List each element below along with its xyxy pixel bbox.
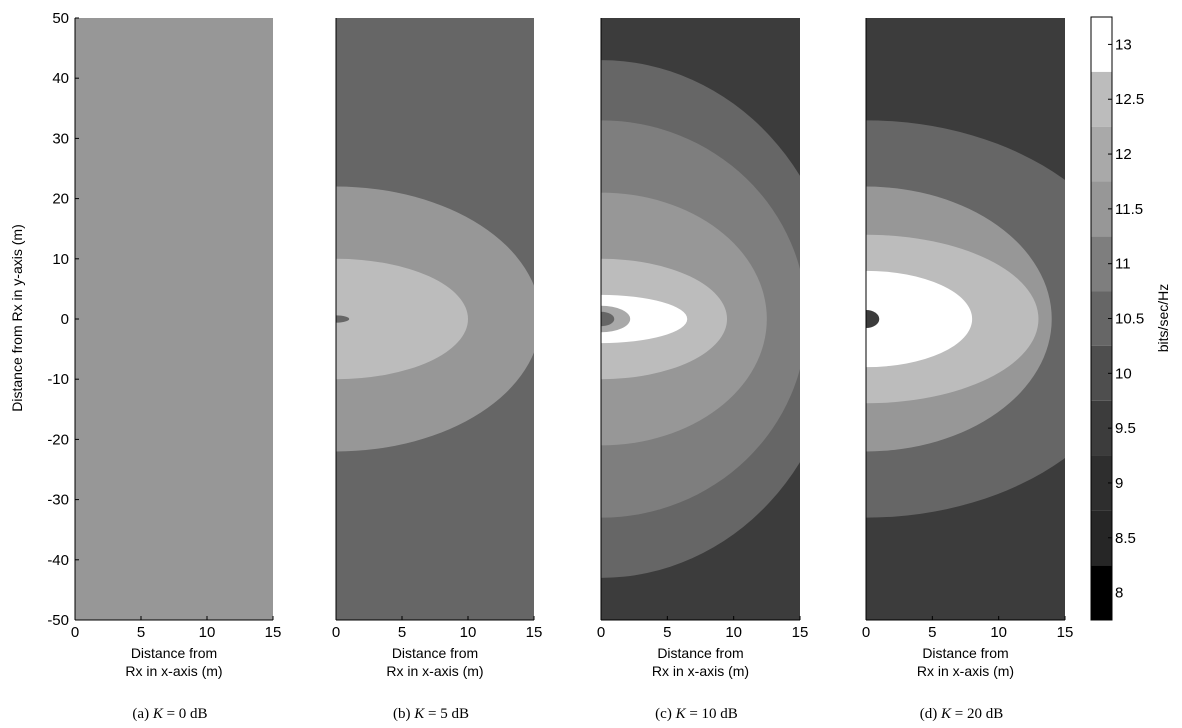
colorbar-tick-label: 11.5 (1115, 201, 1143, 218)
panels-layer: 0 5 10 1550403020100-10-20-30-40-50Distance… (47, 10, 1074, 722)
x-tick-label: 5 (663, 624, 671, 641)
x-axis-label: Distance from (657, 645, 743, 661)
y-tick-label: 50 (52, 10, 69, 27)
colorbar-swatch (1091, 345, 1112, 401)
colorbar-swatch (1091, 181, 1112, 237)
x-tick-label: 10 (199, 624, 216, 641)
x-tick-label: 5 (398, 624, 406, 641)
colorbar-swatch (1091, 17, 1112, 72)
plot-area (336, 18, 534, 620)
colorbar-swatch (1091, 510, 1112, 566)
y-tick-label: 20 (52, 191, 69, 208)
x-axis-label: Distance from (131, 645, 217, 661)
panel-2: 0 5 10 15 Distance from Rx in x-axis (m) (b) K… (332, 18, 543, 722)
colorbar-tick-label: 8.5 (1115, 530, 1136, 547)
x-tick-label: 5 (137, 624, 145, 641)
x-tick-label: 15 (792, 624, 809, 641)
plot-area (601, 18, 800, 620)
colorbar-label: bits/sec/Hz (1155, 284, 1171, 352)
y-tick-label: -50 (47, 612, 69, 629)
contour-region (336, 258, 468, 380)
x-tick-label: 0 (332, 624, 340, 641)
x-tick-label: 15 (526, 624, 543, 641)
y-tick-label: 40 (52, 70, 69, 87)
x-tick-label: 15 (265, 624, 282, 641)
colorbar-tick-label: 13 (1115, 36, 1132, 53)
panel-caption: (a) K = 0 dB (132, 706, 207, 722)
colorbar-tick-label: 11 (1115, 256, 1131, 273)
colorbar-tick-label: 12.5 (1115, 91, 1144, 108)
x-tick-label: 10 (725, 624, 742, 641)
panel-caption: (c) K = 10 dB (655, 706, 738, 722)
x-tick-label: 10 (990, 624, 1007, 641)
x-axis-label: Rx in x-axis (m) (125, 663, 222, 679)
colorbar-swatch (1091, 400, 1112, 456)
plot-area (866, 18, 1065, 620)
panel-4: 0 5 10 15 Distance from Rx in x-axis (m) (d) K… (862, 18, 1074, 722)
x-tick-label: 0 (71, 624, 79, 641)
contour-region (601, 305, 631, 333)
panel-1: 0 5 10 15 50 40 30 20 10 0 -10 -20 -30 -40 -50 Distance… (47, 10, 281, 722)
contour-region (866, 270, 973, 368)
y-tick-label: 30 (52, 130, 69, 147)
y-tick-label: -40 (47, 552, 69, 569)
colorbar-tick-label: 10.5 (1115, 311, 1144, 328)
panel-caption: (d) K = 20 dB (920, 706, 1003, 722)
panel-caption: (b) K = 5 dB (393, 706, 469, 722)
colorbar-tick-label: 8 (1115, 585, 1123, 602)
x-axis-label: Rx in x-axis (m) (386, 663, 483, 679)
x-tick-label: 0 (597, 624, 605, 641)
contour-region (601, 294, 688, 344)
colorbar-tick-label: 9.5 (1115, 420, 1136, 437)
y-tick-label: 10 (52, 251, 69, 268)
plot-area (75, 18, 273, 620)
colorbar-tick-label: 12 (1115, 146, 1132, 163)
background-region (75, 18, 273, 620)
colorbar-swatch (1091, 126, 1112, 182)
x-tick-label: 10 (460, 624, 477, 641)
y-tick-label: -30 (47, 492, 69, 509)
x-axis-label: Rx in x-axis (m) (917, 663, 1014, 679)
colorbar: 13 12.5 12 11.5 11 10.5 10 9.5 9 8.5 8 (1090, 16, 1144, 621)
x-axis-label: Rx in x-axis (m) (652, 663, 749, 679)
colorbar-swatch (1091, 71, 1112, 127)
x-tick-label: 5 (928, 624, 936, 641)
y-axis-label: Distance from Rx in y-axis (m) (9, 224, 25, 411)
colorbar-swatch (1091, 291, 1112, 346)
contour-region (601, 311, 615, 327)
y-tick-label: -10 (47, 371, 69, 388)
x-axis-label: Distance from (392, 645, 478, 661)
colorbar-swatch (1091, 236, 1112, 292)
contour-region (336, 315, 350, 323)
x-axis-label: Distance from (922, 645, 1008, 661)
colorbar-tick-label: 10 (1115, 365, 1132, 382)
x-tick-label: 0 (862, 624, 870, 641)
contour-region (866, 309, 880, 329)
x-tick-label: 15 (1057, 624, 1074, 641)
panel-3: 0 5 10 15 Distance from Rx in x-axis (m) (c) K… (597, 18, 809, 722)
y-tick-label: 0 (61, 311, 69, 328)
colorbar-tick-label: 9 (1115, 475, 1123, 492)
y-tick-label: -20 (47, 431, 69, 448)
colorbar-swatch (1091, 455, 1112, 511)
colorbar-swatch (1091, 565, 1112, 620)
